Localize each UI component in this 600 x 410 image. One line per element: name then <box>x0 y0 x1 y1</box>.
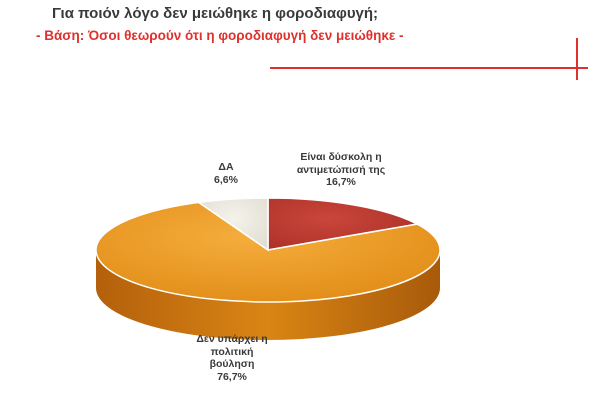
slice-label-line: Είναι δύσκολη η <box>300 151 382 163</box>
pie-slices <box>95 197 441 303</box>
slice-value-label: 76,7% <box>217 370 247 383</box>
slice-label-difficult: Είναι δύσκολη η αντιμετώπισή της 16,7% <box>282 151 400 189</box>
slice-label-line: αντιμετώπισή της <box>296 163 386 176</box>
slice-label-line: βούληση <box>209 358 255 370</box>
pie-slice-no-will <box>95 201 441 303</box>
slice-value-label: 6,6% <box>214 173 238 186</box>
chart-title: Για ποιόν λόγο δεν μειώθηκε η φοροδιαφυγ… <box>52 5 379 22</box>
pie-slice-no-will-side <box>96 250 440 340</box>
slice-label-dk: ΔΑ 6,6% <box>196 161 256 186</box>
pie-sides <box>96 250 440 340</box>
accent-vertical-line <box>576 38 578 80</box>
pie-slice-dk <box>196 197 269 252</box>
slice-label-line: ΔΑ <box>218 161 234 173</box>
slice-label-no-will: Δεν υπάρχει η πολιτική βούληση 76,7% <box>180 333 284 383</box>
slice-value-label: 16,7% <box>326 176 356 188</box>
slice-label-line: Δεν υπάρχει η <box>196 333 268 345</box>
accent-horizontal-line <box>270 67 588 69</box>
pie-slice-difficult <box>267 197 420 251</box>
slice-label-line: πολιτική <box>210 345 254 358</box>
chart-subtitle: - Βάση: Όσοι θεωρούν ότι η φοροδιαφυγή δ… <box>36 28 404 43</box>
